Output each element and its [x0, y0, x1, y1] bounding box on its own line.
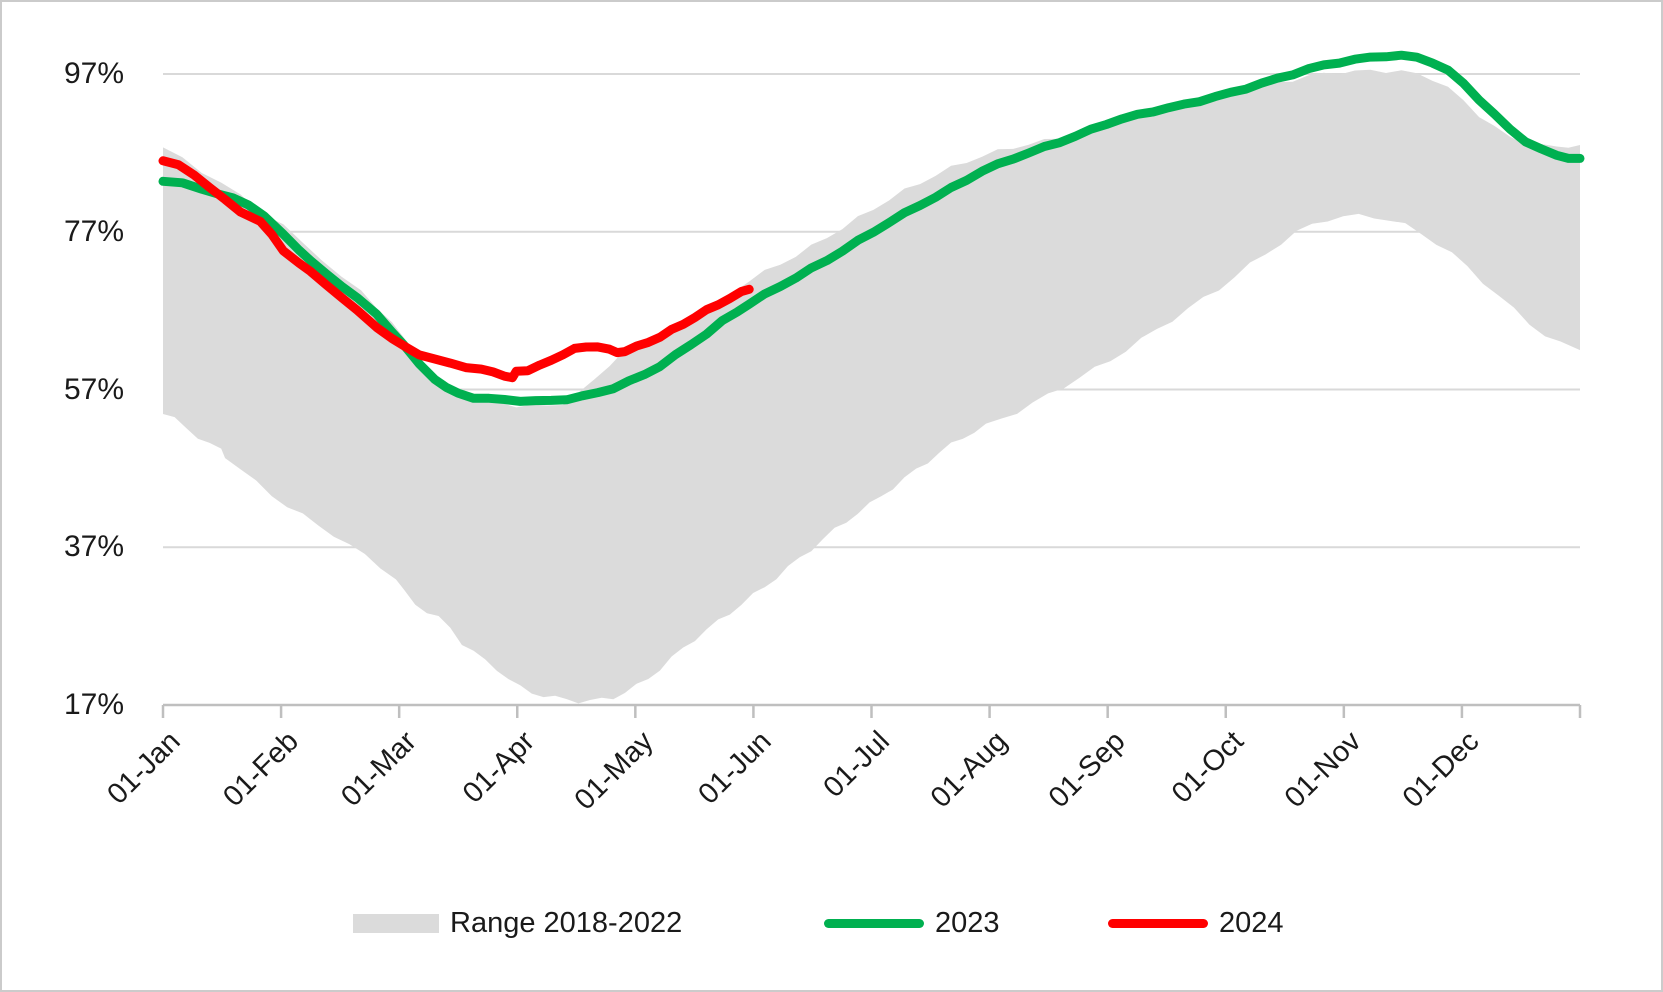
legend: Range 2018-2022 2023 2024 — [2, 900, 1661, 946]
y-axis-tick-label: 57% — [63, 372, 124, 406]
legend-label: Range 2018-2022 — [450, 906, 683, 939]
legend-item-Range 2018-2022: Range 2018-2022 — [353, 900, 682, 946]
x-axis — [161, 703, 1582, 718]
legend-line-swatch — [1108, 918, 1208, 928]
range-band-area — [163, 69, 1580, 704]
y-axis-tick-label: 17% — [63, 688, 124, 721]
legend-item-2024: 2024 — [1108, 900, 1284, 946]
range-band — [163, 69, 1580, 704]
legend-line-swatch — [824, 918, 924, 928]
series-line-2024 — [158, 156, 754, 383]
series-lines — [158, 50, 1585, 406]
y-axis-tick-label: 77% — [63, 214, 124, 248]
legend-band-swatch — [353, 913, 439, 933]
legend-label: 2024 — [1219, 906, 1284, 939]
y-axis-tick-label: 97% — [63, 57, 124, 90]
y-axis-tick-label: 37% — [63, 530, 124, 564]
legend-item-2023: 2023 — [824, 900, 1000, 946]
legend-label: 2023 — [935, 906, 1000, 939]
